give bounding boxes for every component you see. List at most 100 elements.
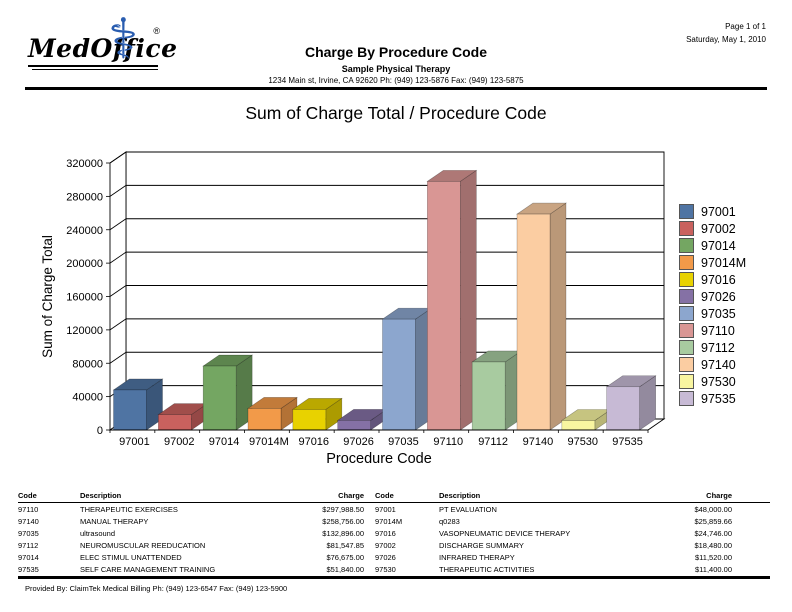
legend-swatch-97035: [679, 306, 694, 321]
legend-item-97026: 97026: [679, 288, 746, 305]
logo-underline-2: [32, 69, 158, 70]
logo-text: MedOffice: [28, 34, 178, 63]
bar-97014-front: [202, 365, 237, 431]
table-header-left-charge: Charge: [338, 491, 364, 500]
table-cell-desc1: ELEC STIMUL UNATTENDED: [80, 552, 182, 562]
table-cell-code2: 97530: [375, 564, 396, 574]
bar-97002: [157, 403, 209, 431]
bar-97530-front: [561, 420, 596, 431]
table-header-left-description: Description: [80, 491, 122, 500]
x-label-97112: 97112: [478, 436, 508, 448]
legend-item-97530: 97530: [679, 373, 746, 390]
table-cell-charge2: $11,520.00: [695, 552, 732, 562]
legend-swatch-97026: [679, 289, 694, 304]
table-cell-desc2: THERAPEUTIC ACTIVITIES: [439, 564, 535, 574]
x-label-97014M: 97014M: [249, 436, 289, 448]
legend-swatch-97110: [679, 323, 694, 338]
table-cell-code1: 97140: [18, 516, 39, 526]
table-cell-code1: 97535: [18, 564, 39, 574]
report-date: Saturday, May 1, 2010: [686, 35, 766, 44]
medoffice-logo: ⚕ MedOffice ®: [28, 12, 177, 86]
table-cell-desc1: THERAPEUTIC EXERCISES: [80, 504, 178, 514]
table-header-left-code: Code: [18, 491, 37, 500]
table-cell-desc2: INFRARED THERAPY: [439, 552, 515, 562]
x-label-97001: 97001: [119, 436, 150, 448]
gridline-connector: [109, 251, 127, 264]
legend-label: 97014M: [701, 255, 747, 270]
legend-swatch-97112: [679, 340, 694, 355]
y-tick-label: 80000: [72, 358, 103, 370]
bar-97014: [202, 354, 254, 431]
table-cell-code1: 97112: [18, 540, 39, 550]
legend-swatch-97014M: [679, 255, 694, 270]
table-cell-charge1: $81,547.85: [326, 540, 364, 550]
table-cell-desc1: NEUROMUSCULAR REEDUCATION: [80, 540, 206, 550]
gridline-connector: [109, 218, 127, 231]
bar-97140-front: [516, 213, 551, 431]
bar-97530: [560, 408, 612, 431]
legend-swatch-97140: [679, 357, 694, 372]
y-tick-label: 160000: [66, 292, 103, 304]
legend-item-97112: 97112: [679, 339, 746, 356]
legend-item-97001: 97001: [679, 203, 746, 220]
bar-97112: [471, 350, 523, 431]
legend-label: 97035: [701, 306, 736, 321]
bar-97535: [605, 375, 657, 431]
table-cell-desc1: MANUAL THERAPY: [80, 516, 149, 526]
logo-underline: [28, 65, 158, 67]
legend-label: 97014: [701, 238, 736, 253]
page-number: Page 1 of 1: [725, 22, 766, 31]
legend-item-97014M: 97014M: [679, 254, 746, 271]
legend-label: 97112: [701, 340, 735, 355]
legend-label: 97001: [701, 204, 736, 219]
caduceus-icon: ⚕: [108, 7, 139, 72]
x-label-97026: 97026: [343, 436, 374, 448]
legend-label: 97140: [701, 357, 736, 372]
table-cell-charge2: $18,480.00: [694, 540, 732, 550]
table-cell-code2: 97026: [375, 552, 396, 562]
table-cell-code2: 97002: [375, 540, 396, 550]
bar-97140: [516, 202, 567, 431]
footer-provided-by: Provided By: ClaimTek Medical Billing Ph…: [25, 584, 288, 593]
table-row: 97112 NEUROMUSCULAR REEDUCATION $81,547.85…: [18, 539, 770, 551]
table-row: 97140 MANUAL THERAPY $258,756.00 97014M q028…: [18, 515, 770, 527]
y-tick-label: 200000: [66, 258, 103, 270]
bar-97035-front: [382, 318, 416, 431]
header-rule: [25, 87, 767, 90]
legend-swatch-97014: [679, 238, 694, 253]
legend-label: 97002: [701, 221, 736, 236]
table-header-right-code: Code: [375, 491, 394, 500]
table-cell-desc1: SELF CARE MANAGEMENT TRAINING: [80, 564, 216, 574]
legend-swatch-97535: [679, 391, 694, 406]
table-cell-code2: 97014M: [375, 516, 403, 526]
bar-97001-front: [113, 389, 147, 431]
x-label-97014: 97014: [209, 436, 240, 448]
y-tick-label: 240000: [66, 225, 103, 237]
bar-97140-side: [549, 202, 567, 431]
bar-97110: [426, 169, 478, 431]
legend-item-97035: 97035: [679, 305, 746, 322]
bar-97016-front: [292, 409, 327, 431]
table-bottom-rule: [18, 576, 770, 579]
legend-item-97110: 97110: [679, 322, 746, 339]
bar-97002-front: [158, 414, 192, 431]
bar-97001: [112, 378, 164, 431]
legend-label: 97535: [701, 391, 736, 406]
x-label-97016: 97016: [298, 436, 329, 448]
table-cell-charge1: $297,988.50: [322, 504, 364, 514]
report-title: Charge By Procedure Code: [304, 44, 488, 60]
legend-item-97014: 97014: [679, 237, 746, 254]
legend-item-97016: 97016: [679, 271, 746, 288]
legend-label: 97530: [701, 374, 736, 389]
legend-label: 97016: [701, 272, 736, 287]
table-cell-code1: 97014: [18, 552, 39, 562]
table-header-row: Code Description Charge Code Description Char…: [18, 489, 770, 503]
y-axis-title: Sum of Charge Total: [40, 235, 55, 358]
legend-swatch-97002: [679, 221, 694, 236]
table-cell-desc2: VASOPNEUMATIC DEVICE THERAPY: [439, 528, 571, 538]
table-cell-charge2: $48,000.00: [694, 504, 732, 514]
x-label-97535: 97535: [612, 436, 643, 448]
table-cell-code1: 97110: [18, 504, 39, 514]
table-cell-charge1: $132,896.00: [322, 528, 364, 538]
